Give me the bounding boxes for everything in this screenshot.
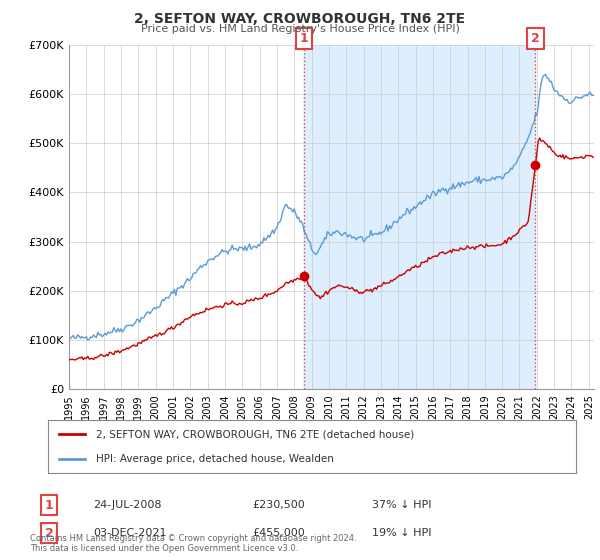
Text: 19% ↓ HPI: 19% ↓ HPI	[372, 528, 431, 538]
Text: Price paid vs. HM Land Registry's House Price Index (HPI): Price paid vs. HM Land Registry's House …	[140, 24, 460, 34]
Text: 2, SEFTON WAY, CROWBOROUGH, TN6 2TE (detached house): 2, SEFTON WAY, CROWBOROUGH, TN6 2TE (det…	[95, 430, 414, 440]
Text: 37% ↓ HPI: 37% ↓ HPI	[372, 500, 431, 510]
Bar	[304, 45, 535, 389]
Text: 2: 2	[45, 526, 53, 540]
Text: 24-JUL-2008: 24-JUL-2008	[93, 500, 161, 510]
Text: Contains HM Land Registry data © Crown copyright and database right 2024.
This d: Contains HM Land Registry data © Crown c…	[30, 534, 356, 553]
Text: 1: 1	[45, 498, 53, 512]
Text: £230,500: £230,500	[252, 500, 305, 510]
Text: 03-DEC-2021: 03-DEC-2021	[93, 528, 167, 538]
Text: 1: 1	[299, 32, 308, 45]
Text: HPI: Average price, detached house, Wealden: HPI: Average price, detached house, Weal…	[95, 454, 334, 464]
Text: 2: 2	[531, 32, 540, 45]
Text: £455,000: £455,000	[252, 528, 305, 538]
Text: 2, SEFTON WAY, CROWBOROUGH, TN6 2TE: 2, SEFTON WAY, CROWBOROUGH, TN6 2TE	[134, 12, 466, 26]
